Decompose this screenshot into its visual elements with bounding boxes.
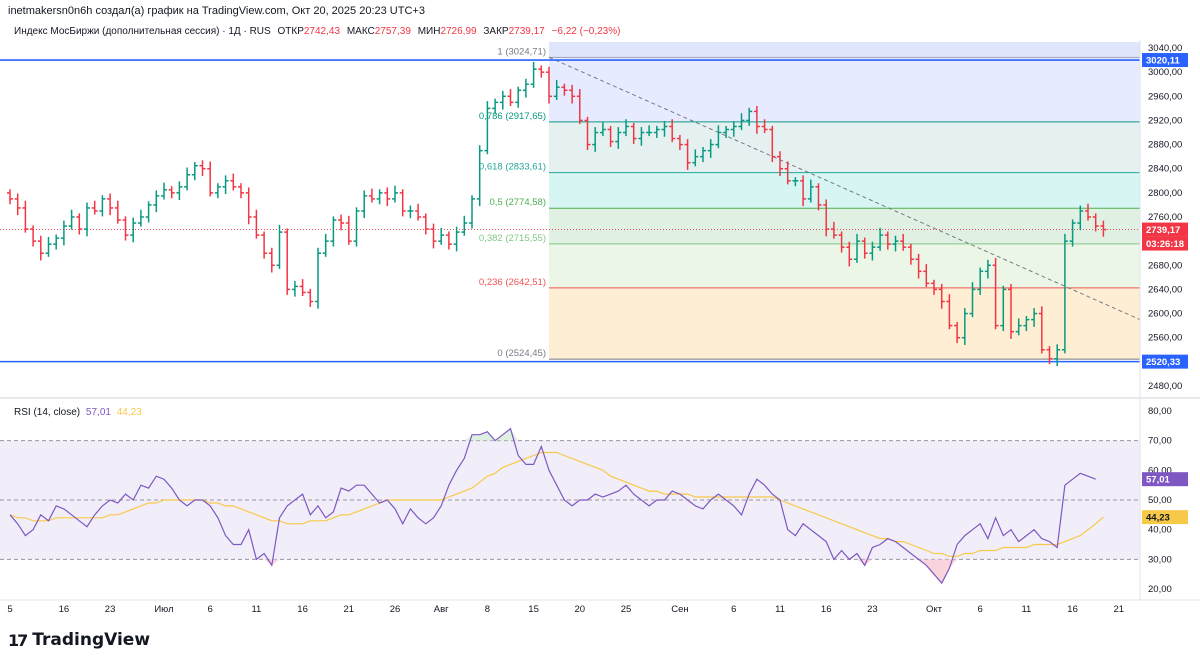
fib-level-label: 0,5 (2774,58) <box>489 197 546 208</box>
time-tick-label: Июл <box>154 604 173 615</box>
level-high-badge: 3020,11 <box>1146 56 1181 67</box>
price-tick-label: 2840,00 <box>1148 164 1182 175</box>
time-tick-label: 23 <box>105 604 116 615</box>
rsi-pane[interactable] <box>0 427 1140 585</box>
time-tick-label: Авг <box>434 604 449 615</box>
rsi-legend[interactable]: RSI (14, close) 57,01 44,23 <box>14 407 142 418</box>
fib-level-label: 0,786 (2917,65) <box>479 111 546 122</box>
fib-level-label: 0,618 (2833,61) <box>479 162 546 173</box>
tradingview-brand[interactable]: 17 TradingView <box>8 630 150 650</box>
time-tick-label: 25 <box>621 604 632 615</box>
rsi-tick-label: 60,00 <box>1148 465 1172 476</box>
rsi-tick-label: 30,00 <box>1148 554 1172 565</box>
rsi-value-badge-bg <box>1142 472 1188 487</box>
time-tick-label: Сен <box>671 604 688 615</box>
price-tick-label: 2960,00 <box>1148 91 1182 102</box>
high-label: МАКС <box>346 26 375 37</box>
current-price-badge: 2739,17 <box>1146 225 1180 236</box>
current-price-badge-bg <box>1142 222 1188 237</box>
rsi-overbought-fill <box>10 428 1096 441</box>
change-value: −6,22 (−0,23%) <box>551 26 621 37</box>
price-tick-label: 2880,00 <box>1148 140 1182 151</box>
open-label: ОТКР <box>277 26 304 37</box>
price-tick-label: 3000,00 <box>1148 67 1182 78</box>
symbol-legend: Индекс МосБиржи (дополнительная сессия) … <box>14 26 620 37</box>
publish-line: inetmakersn0n6h создал(а) график на Trad… <box>8 5 425 17</box>
time-tick-label: 16 <box>1067 604 1078 615</box>
rsi-line <box>9 427 1096 585</box>
level-low-badge: 2520,33 <box>1146 357 1180 368</box>
countdown-badge-bg <box>1142 236 1188 251</box>
fib-zone <box>549 121 1140 173</box>
open-value: 2742,43 <box>303 26 341 37</box>
time-tick-label: 21 <box>344 604 355 615</box>
rsi-tick-label: 70,00 <box>1148 436 1172 447</box>
time-tick-label: 6 <box>731 604 736 615</box>
time-tick-label: 20 <box>575 604 586 615</box>
time-tick-label: 23 <box>867 604 878 615</box>
brand-name: TradingView <box>32 630 151 650</box>
high-value: 2757,39 <box>374 26 411 37</box>
rsi-ma-badge-bg <box>1142 510 1188 525</box>
low-value: 2726,99 <box>440 26 477 37</box>
fib-zone <box>549 287 1140 360</box>
rsi-value-badge: 57,01 <box>1146 475 1170 486</box>
countdown-badge: 03:26:18 <box>1146 239 1184 250</box>
rsi-ma-value: 44,23 <box>116 407 142 418</box>
price-tick-label: 2760,00 <box>1148 212 1182 223</box>
fib-zone <box>549 57 1140 122</box>
symbol-title[interactable]: Индекс МосБиржи (дополнительная сессия) … <box>14 26 271 37</box>
rsi-ma-line <box>9 451 1104 558</box>
rsi-ma-badge: 44,23 <box>1146 513 1170 524</box>
time-tick-label: 16 <box>59 604 70 615</box>
fib-level-label: 0,382 (2715,55) <box>479 233 546 244</box>
price-tick-label: 2920,00 <box>1148 115 1182 126</box>
rsi-value: 57,01 <box>85 407 111 418</box>
rsi-tick-label: 80,00 <box>1148 406 1172 417</box>
time-tick-label: 11 <box>1021 604 1031 615</box>
price-pane[interactable]: 1 (3024,71) 0,786 (2917,65) 0,618 (2833,61… <box>0 42 1141 367</box>
time-tick-label: 8 <box>485 604 490 615</box>
time-tick-label: 11 <box>251 604 261 615</box>
time-tick-label: 11 <box>775 604 785 615</box>
price-tick-label: 2800,00 <box>1148 188 1182 199</box>
price-tick-label: 2480,00 <box>1148 381 1182 392</box>
time-tick-label: 6 <box>208 604 213 615</box>
fib-level-label: 0,236 (2642,51) <box>479 277 546 288</box>
fib-zone <box>549 172 1140 209</box>
time-tick-label: 16 <box>297 604 308 615</box>
low-label: МИН <box>417 26 441 37</box>
time-tick-label: 15 <box>528 604 539 615</box>
time-tick-label: 16 <box>821 604 832 615</box>
axes: 3040,00 3000,00 2960,00 2920,00 2880,00 2840,… <box>0 40 1200 615</box>
rsi-oversold-fill <box>10 559 1096 584</box>
price-chart[interactable]: 1 (3024,71) 0,786 (2917,65) 0,618 (2833,61… <box>0 0 1200 620</box>
fib-level-label: 0 (2524,45) <box>497 348 546 359</box>
close-label: ЗАКР <box>483 26 509 37</box>
fib-zone-top <box>549 42 1140 58</box>
level-low-badge-bg <box>1142 354 1188 369</box>
fib-level-label: 1 (3024,71) <box>497 46 546 57</box>
time-tick-label: 6 <box>978 604 983 615</box>
rsi-tick-label: 20,00 <box>1148 584 1172 595</box>
fib-trend-line <box>548 56 1141 321</box>
close-value: 2739,17 <box>508 26 545 37</box>
level-high-badge-bg <box>1142 53 1188 68</box>
price-tick-label: 3040,00 <box>1148 43 1182 54</box>
time-tick-label: Окт <box>926 604 943 615</box>
price-tick-label: 2680,00 <box>1148 260 1182 271</box>
time-tick-label: 5 <box>7 604 12 615</box>
tradingview-logo-icon: 17 <box>8 630 28 650</box>
rsi-title: RSI (14, close) <box>14 407 81 418</box>
time-tick-label: 21 <box>1114 604 1125 615</box>
time-tick-label: 26 <box>390 604 401 615</box>
price-tick-label: 2560,00 <box>1148 333 1182 344</box>
price-tick-label: 2640,00 <box>1148 284 1182 295</box>
fib-zone <box>549 208 1140 244</box>
price-tick-label: 2600,00 <box>1148 309 1182 320</box>
fib-zone <box>549 243 1140 288</box>
rsi-tick-label: 50,00 <box>1148 495 1172 506</box>
rsi-tick-label: 40,00 <box>1148 525 1172 536</box>
